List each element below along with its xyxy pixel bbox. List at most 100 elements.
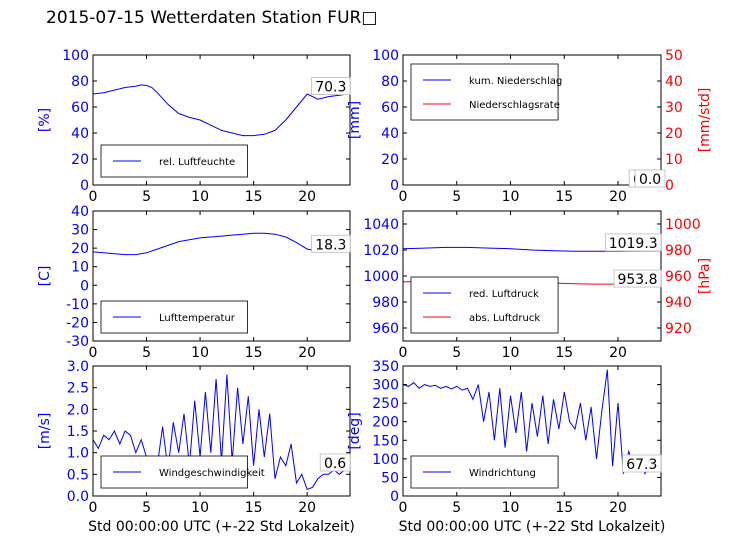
x-tick-label: 10 bbox=[502, 189, 520, 205]
y-tick-label: 40 bbox=[71, 126, 89, 142]
y-tick-label-right: 40 bbox=[665, 74, 683, 90]
y-tick-label: 100 bbox=[372, 452, 399, 468]
x-tick-label: 0 bbox=[89, 345, 98, 361]
legend-box bbox=[410, 276, 559, 334]
y-tick-label: 1.5 bbox=[67, 424, 89, 440]
value-box bbox=[311, 234, 351, 253]
y-tick-label: 60 bbox=[381, 100, 399, 116]
y-tick-label: 250 bbox=[372, 396, 399, 412]
y-tick-label: 350 bbox=[372, 359, 399, 375]
y-tick-label-right: 50 bbox=[665, 48, 683, 64]
value-label: 1019.3 bbox=[609, 236, 658, 252]
legend-label: abs. Luftdruck bbox=[469, 313, 540, 324]
y-tick-label: 2.0 bbox=[67, 402, 89, 418]
value-box bbox=[634, 169, 666, 188]
y-tick-label-right: 980 bbox=[665, 243, 692, 259]
x-tick-label: 20 bbox=[609, 500, 627, 516]
x-tick-label: 10 bbox=[502, 500, 520, 516]
y-tick-label: 40 bbox=[71, 204, 89, 220]
y-axis-label: [deg] bbox=[347, 412, 363, 449]
y-tick-label: 100 bbox=[372, 48, 399, 64]
x-tick-label: 20 bbox=[298, 500, 316, 516]
x-tick-label: 5 bbox=[452, 500, 461, 516]
y-tick-label: -20 bbox=[66, 315, 89, 331]
value-label: 0.0 bbox=[639, 172, 661, 188]
x-tick-label: 10 bbox=[502, 345, 520, 361]
plot-frame bbox=[92, 54, 351, 186]
x-tick-label: 20 bbox=[609, 345, 627, 361]
y-tick-label: 1000 bbox=[363, 269, 399, 285]
y-tick-label-right: 940 bbox=[665, 295, 692, 311]
x-tick-label: 0 bbox=[399, 189, 408, 205]
x-tick-label: 10 bbox=[191, 500, 209, 516]
y-tick-label-right: 960 bbox=[665, 269, 692, 285]
legend-label: Windgeschwindigkeit bbox=[159, 468, 265, 479]
y-tick-label: -30 bbox=[66, 334, 89, 350]
panel-top-right: 0 5 10 15 20 0 20 40 60 80 100 0 10 20 30 40 50 [mm] [mm/s… bbox=[347, 48, 713, 205]
panel-bottom-right: 0 5 10 15 20050100150200250300350[deg]Windri… bbox=[347, 359, 665, 535]
value-box bbox=[319, 453, 351, 472]
legend-label: red. Luftdruck bbox=[469, 289, 539, 300]
y-axis-label: [%] bbox=[37, 108, 53, 132]
legend-label: rel. Luftfeuchte bbox=[159, 157, 235, 168]
x-axis-label: Std 00:00:00 UTC (+-22 Std Lokalzeit) bbox=[88, 519, 355, 535]
x-tick-label: 5 bbox=[142, 189, 151, 205]
x-tick-label: 20 bbox=[298, 189, 316, 205]
legend-label: Niederschlagsrate bbox=[469, 100, 560, 111]
y-tick-label: 0.0 bbox=[67, 489, 89, 505]
x-tick-label: 5 bbox=[452, 345, 461, 361]
y-tick-label: 0 bbox=[80, 278, 89, 294]
legend-label: Windrichtung bbox=[469, 468, 536, 479]
y-tick-label: 200 bbox=[372, 415, 399, 431]
y-tick-label: 0 bbox=[390, 178, 399, 194]
x-tick-label: 15 bbox=[245, 189, 263, 205]
legend-label: Lufttemperatur bbox=[159, 313, 236, 324]
y-tick-label-right: 30 bbox=[665, 100, 683, 116]
y-tick-label-right: 1000 bbox=[665, 217, 701, 233]
x-tick-label: 15 bbox=[555, 500, 573, 516]
y-tick-label: 60 bbox=[71, 100, 89, 116]
y-tick-label: 1040 bbox=[363, 217, 399, 233]
y-tick-label: 1020 bbox=[363, 243, 399, 259]
series-line-lufttemperatur bbox=[93, 232, 350, 256]
y-tick-label: 2.5 bbox=[67, 381, 89, 397]
x-tick-label: 20 bbox=[298, 345, 316, 361]
series-line-windrichtung bbox=[403, 369, 661, 475]
y-tick-label: 0 bbox=[390, 489, 399, 505]
y-tick-label: 100 bbox=[62, 48, 89, 64]
y-axis-label-right: [mm/std] bbox=[697, 88, 713, 153]
value-label: 67.3 bbox=[626, 457, 657, 473]
y-axis-label: [mm] bbox=[347, 101, 363, 139]
panel-middle-left: 0 5 10 15 20 -30 -20 -10 0 10 20 30 40 [C] Lufttempera… bbox=[37, 204, 351, 361]
y-tick-label: 20 bbox=[381, 152, 399, 168]
value-label: 18.3 bbox=[315, 237, 346, 253]
y-tick-label: 50 bbox=[381, 470, 399, 486]
value-box bbox=[311, 77, 351, 96]
x-tick-label: 15 bbox=[555, 189, 573, 205]
x-tick-label: 20 bbox=[609, 189, 627, 205]
x-axis-label: Std 00:00:00 UTC (+-22 Std Lokalzeit) bbox=[399, 519, 666, 535]
y-tick-label: 30 bbox=[71, 223, 89, 239]
value-label: 953.8 bbox=[617, 272, 657, 288]
y-tick-label: 80 bbox=[71, 74, 89, 90]
plot-frame bbox=[92, 210, 351, 342]
x-tick-label: 15 bbox=[245, 345, 263, 361]
x-tick-label: 10 bbox=[191, 345, 209, 361]
y-axis-label: [m/s] bbox=[37, 413, 53, 450]
legend-box bbox=[410, 63, 559, 121]
panel-bottom-left: 0 5 10 15 20 0.0 0.5 1.0 1.5 2.0 2.5 3.0 [m/s] Windge… bbox=[37, 359, 355, 535]
y-tick-label: 980 bbox=[372, 295, 399, 311]
x-tick-label: 15 bbox=[555, 345, 573, 361]
y-tick-label: 3.0 bbox=[67, 359, 89, 375]
y-axis-label: [C] bbox=[37, 266, 53, 287]
x-tick-label: 5 bbox=[142, 500, 151, 516]
x-tick-label: 15 bbox=[245, 500, 263, 516]
figure-title: 2015-07-15 Wetterdaten Station FUR□ bbox=[46, 8, 378, 28]
x-tick-label: 0 bbox=[399, 345, 408, 361]
x-tick-label: 0 bbox=[89, 189, 98, 205]
panel-middle-right: 0 5 10 15 20 960 980 1000 1020 1040 920 940 960 980 10… bbox=[363, 210, 713, 361]
x-tick-label: 0 bbox=[89, 500, 98, 516]
y-tick-label-right: 10 bbox=[665, 152, 683, 168]
y-tick-label: 20 bbox=[71, 241, 89, 257]
